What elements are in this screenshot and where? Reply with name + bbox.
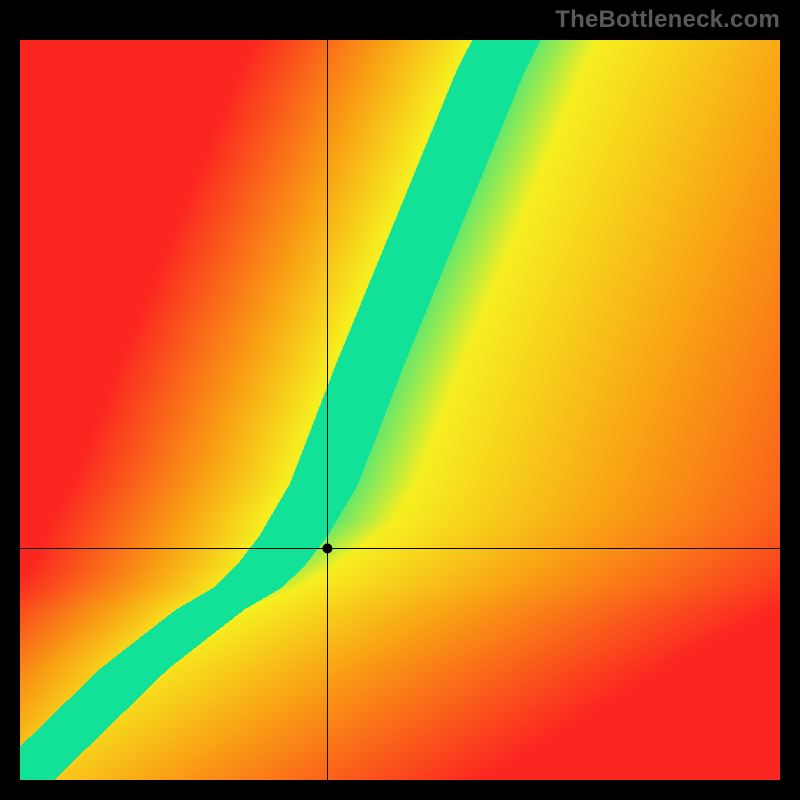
heatmap-plot [20, 40, 780, 780]
heatmap-canvas [20, 40, 780, 780]
watermark-text: TheBottleneck.com [555, 6, 780, 34]
page-root: TheBottleneck.com [0, 0, 800, 800]
